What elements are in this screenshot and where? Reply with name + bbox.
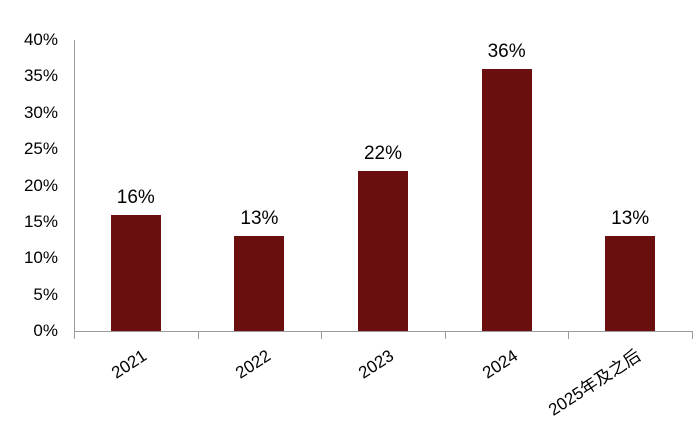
x-axis-tick (321, 331, 322, 339)
x-axis-tick (198, 331, 199, 339)
y-axis-tick-label: 25% (23, 139, 58, 159)
y-axis-tick-label: 30% (23, 102, 58, 122)
bar-2023 (358, 170, 408, 331)
x-axis-category-label: 2025年及之后 (545, 346, 645, 420)
y-axis-tick-label: 0% (33, 321, 58, 340)
bar-value-label: 13% (240, 208, 279, 230)
bar-2025年及之后 (605, 236, 656, 331)
bar-2024 (481, 69, 532, 331)
y-axis-tick-label: 5% (33, 284, 58, 304)
bar-2021 (110, 214, 161, 331)
x-axis-tick (445, 331, 446, 339)
x-axis-tick (692, 331, 693, 339)
bar-value-label: 22% (363, 142, 403, 164)
bar-value-label: 16% (116, 186, 155, 208)
y-axis-line (74, 40, 75, 331)
x-axis-category-label: 2023 (355, 346, 398, 383)
y-axis-tick-label: 15% (23, 211, 58, 231)
x-axis-category-label: 2021 (108, 346, 151, 383)
bar-value-label: 13% (611, 208, 650, 230)
y-axis-tick-label: 10% (23, 248, 58, 268)
x-axis-tick (568, 331, 569, 339)
y-axis-tick-label: 40% (23, 30, 58, 49)
y-axis-tick-label: 20% (23, 175, 58, 195)
x-axis-category-label: 2022 (231, 346, 274, 383)
x-axis-line (74, 331, 693, 332)
y-axis-tick-label: 35% (23, 66, 58, 86)
bar-value-label: 36% (487, 41, 526, 63)
x-axis-tick (74, 331, 75, 339)
x-axis-category-label: 2024 (478, 346, 521, 383)
bar-2022 (234, 236, 285, 331)
